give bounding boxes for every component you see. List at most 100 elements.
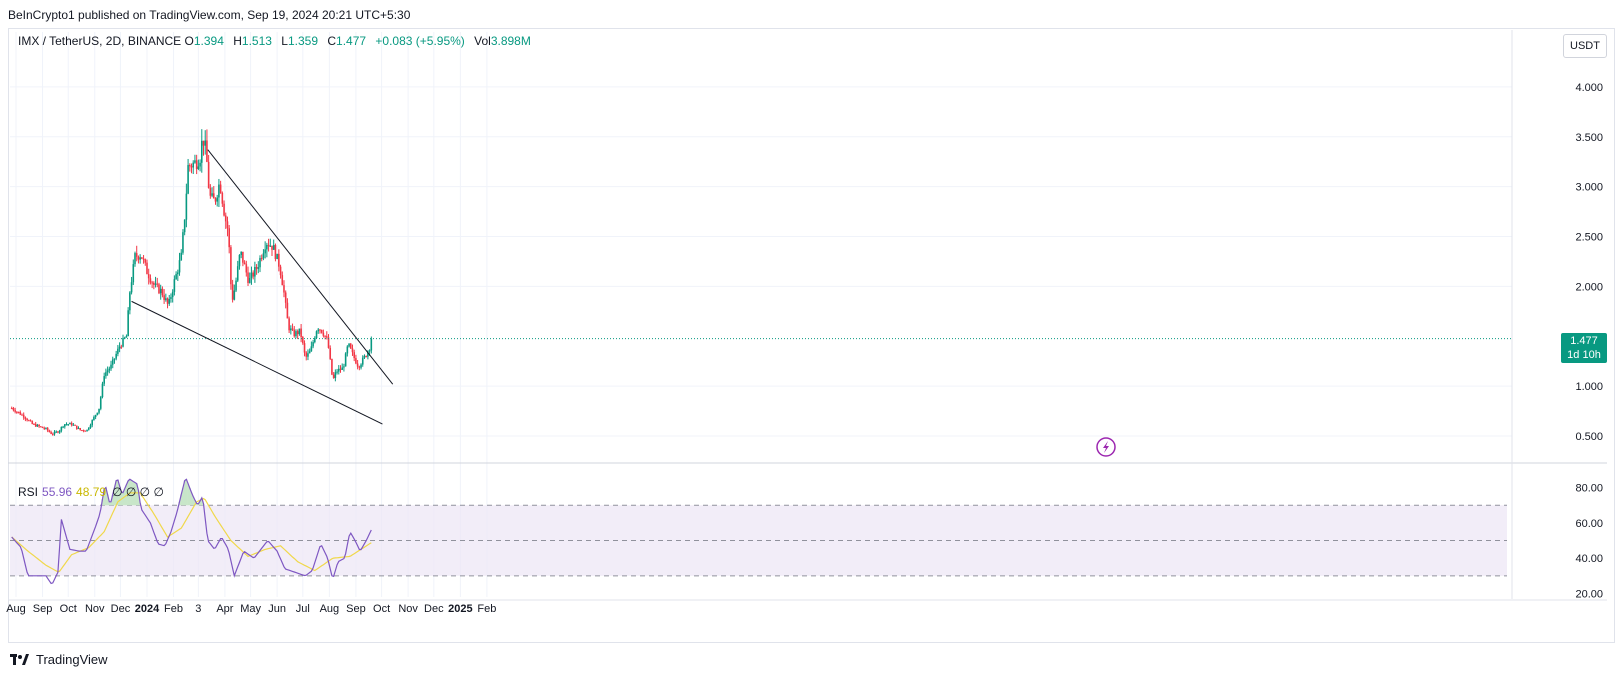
- candle-body: [175, 274, 177, 280]
- x-tick-label: Dec: [424, 603, 444, 615]
- candle-body: [81, 430, 83, 432]
- candle-body: [331, 358, 333, 375]
- x-tick-label: Sep: [346, 603, 366, 615]
- candle-body: [264, 249, 266, 254]
- candle-body: [75, 425, 78, 429]
- candle-body: [50, 432, 52, 434]
- candle-body: [101, 383, 104, 398]
- candle-body: [163, 295, 165, 300]
- lightning-bolt: [1103, 441, 1109, 453]
- rsi-ma-value: 48.79: [76, 485, 107, 499]
- candle-body: [343, 366, 345, 368]
- candle-body: [209, 187, 212, 196]
- candle-body: [254, 267, 256, 277]
- candle-body: [266, 244, 268, 250]
- candle-body: [238, 254, 241, 267]
- candle-body: [370, 338, 373, 351]
- volume-label: Vol: [474, 34, 491, 48]
- tradingview-logo-icon: [10, 653, 29, 665]
- candle-body: [22, 414, 25, 418]
- candle-body: [19, 412, 22, 415]
- candle-body: [233, 290, 236, 300]
- price-tick-label: 1.000: [1575, 381, 1603, 393]
- candle-body: [252, 272, 254, 277]
- grid-lines: [10, 32, 1512, 597]
- candle-body: [255, 267, 258, 269]
- high-value: 1.513: [241, 34, 272, 48]
- candle-body: [72, 424, 75, 426]
- price-tick-label: 2.500: [1575, 232, 1603, 244]
- currency-button[interactable]: USDT: [1563, 34, 1607, 58]
- candle-body: [63, 424, 66, 427]
- rsi-legend: RSI 55.96 48.79 ∅ ∅ ∅ ∅: [18, 485, 168, 499]
- candle-body: [224, 215, 227, 222]
- candle-body: [317, 329, 320, 332]
- candle-body: [141, 257, 143, 259]
- candle-body: [16, 411, 18, 413]
- candle-body: [182, 232, 184, 253]
- candle-body: [295, 331, 297, 337]
- candle-body: [21, 414, 23, 416]
- candle-body: [260, 258, 263, 260]
- candle-body: [127, 310, 129, 337]
- candle-body: [120, 346, 123, 348]
- price-tick-label: 0.500: [1575, 431, 1603, 443]
- tradingview-brand[interactable]: TradingView: [10, 652, 108, 667]
- candle-body: [28, 420, 30, 422]
- candle-body: [226, 221, 229, 229]
- candle-body: [183, 219, 186, 233]
- candle-body: [96, 412, 99, 415]
- candle-body: [38, 424, 40, 427]
- candle-body: [177, 272, 179, 275]
- candle-body: [115, 353, 117, 359]
- candle-body: [197, 166, 200, 169]
- close-value: 1.477: [336, 34, 367, 48]
- candle-body: [235, 280, 237, 291]
- candle-body: [320, 329, 323, 333]
- candle-body: [53, 431, 56, 435]
- low-value: 1.359: [287, 34, 318, 48]
- candle-body: [367, 351, 369, 357]
- candle-body: [230, 247, 232, 285]
- rsi-line: [11, 478, 372, 585]
- candle-body: [165, 298, 167, 300]
- candle-body: [351, 348, 354, 353]
- candle-body: [93, 416, 95, 421]
- candle-body: [153, 282, 155, 285]
- open-label: O: [184, 34, 194, 48]
- candle-body: [146, 262, 148, 275]
- candle-body: [202, 140, 205, 146]
- rsi-ma-line: [11, 492, 372, 573]
- x-tick-label: Oct: [60, 603, 77, 615]
- candle-body: [269, 245, 272, 247]
- candle-body: [341, 367, 344, 370]
- candle-body: [358, 366, 361, 368]
- candle-body: [43, 427, 46, 429]
- rsi-empty-values: ∅ ∅ ∅ ∅: [112, 485, 164, 499]
- x-tick-label: Jun: [268, 603, 286, 615]
- candle-body: [322, 332, 325, 336]
- candle-body: [262, 253, 265, 259]
- candle-body: [223, 203, 225, 216]
- candle-body: [324, 335, 326, 337]
- candle-body: [353, 352, 355, 359]
- price-tick-label: 2.000: [1575, 281, 1603, 293]
- rsi-tick-label: 40.00: [1575, 553, 1603, 565]
- candle-body: [142, 258, 145, 260]
- candle-body: [290, 328, 292, 331]
- bar-countdown: 1d 10h: [1567, 349, 1601, 361]
- trend-lines: [131, 149, 394, 425]
- lightning-icon[interactable]: [1096, 437, 1116, 457]
- candle-body: [82, 430, 85, 432]
- x-tick-label: Nov: [398, 603, 418, 615]
- candle-body: [156, 283, 159, 285]
- candle-body: [105, 372, 107, 377]
- candle-body: [79, 428, 82, 431]
- low-label: L: [281, 34, 288, 48]
- candle-body: [259, 258, 261, 268]
- candle-body: [89, 425, 92, 429]
- candle-body: [26, 418, 28, 421]
- candle-body: [144, 259, 147, 263]
- candle-body: [170, 297, 172, 299]
